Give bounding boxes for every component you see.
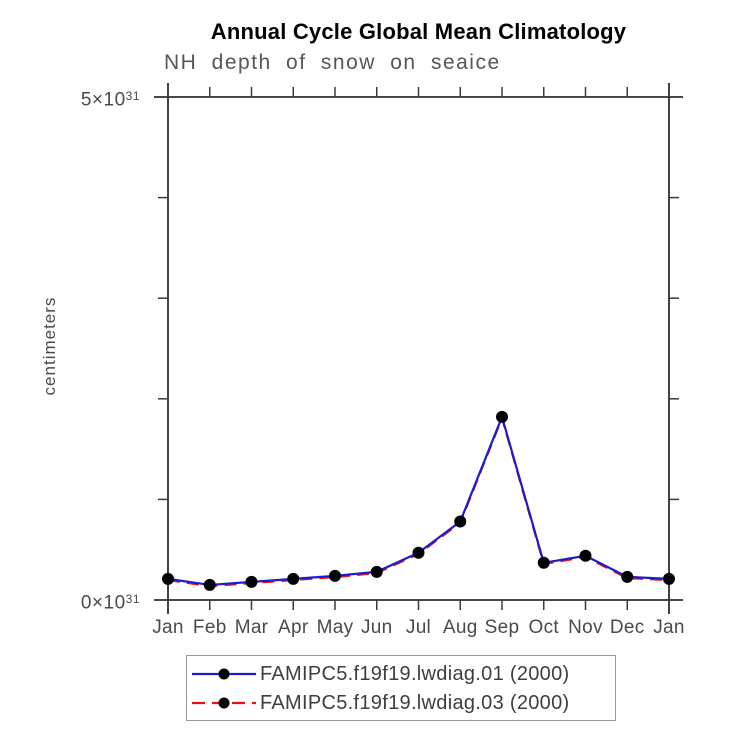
- data-point-marker: [162, 572, 174, 585]
- legend-entry-series-1: FAMIPC5.f19f19.lwdiag.01 (2000): [187, 659, 615, 688]
- data-point-marker: [412, 546, 425, 559]
- data-point-marker: [537, 556, 550, 569]
- x-tick-label: Jan: [653, 617, 685, 638]
- series-line-1: [167, 413, 670, 587]
- data-point-marker: [245, 575, 258, 588]
- data-point-marker: [329, 569, 341, 582]
- legend-box: FAMIPC5.f19f19.lwdiag.01 (2000) FAMIPC5.…: [186, 655, 616, 721]
- legend-entry-series-2: FAMIPC5.f19f19.lwdiag.03 (2000): [187, 688, 615, 717]
- x-tick-label: Mar: [234, 617, 269, 638]
- data-point-marker: [663, 572, 675, 585]
- data-point-marker: [287, 572, 300, 585]
- x-tick-label: Jun: [360, 617, 393, 638]
- data-point-marker: [579, 549, 592, 562]
- x-tick-label: May: [316, 617, 354, 638]
- y-axis-max-label: 5×1031: [80, 89, 140, 111]
- data-point-marker: [203, 578, 216, 591]
- x-tick-label: Oct: [528, 617, 559, 638]
- x-tick-label: Feb: [192, 617, 227, 638]
- tick-marks: [158, 87, 679, 610]
- legend-label-series-2: FAMIPC5.f19f19.lwdiag.03 (2000): [260, 691, 570, 714]
- x-tick-label: Apr: [278, 617, 309, 638]
- legend-line-sample-dashed: [192, 697, 256, 708]
- data-point-marker: [621, 570, 634, 583]
- x-tick-label: Nov: [568, 617, 603, 638]
- x-tick-label: Aug: [442, 617, 478, 638]
- x-tick-label: Jan: [152, 617, 184, 638]
- chart-subtitle: NH depth of snow on seaice: [164, 51, 501, 74]
- x-tick-label: Sep: [484, 617, 520, 638]
- legend-label-series-1: FAMIPC5.f19f19.lwdiag.01 (2000): [260, 662, 570, 685]
- x-tick-label: Jul: [405, 617, 432, 638]
- data-point-marker: [496, 410, 508, 423]
- x-tick-label: Dec: [609, 617, 645, 638]
- axis-frame: [154, 83, 683, 614]
- data-point-marker: [454, 515, 467, 528]
- data-point-marker: [370, 565, 383, 578]
- legend-line-sample-solid: [192, 668, 256, 679]
- chart-title: Annual Cycle Global Mean Climatology: [210, 19, 627, 44]
- y-axis-min-label: 0×1031: [80, 592, 140, 614]
- series-markers: [162, 410, 675, 591]
